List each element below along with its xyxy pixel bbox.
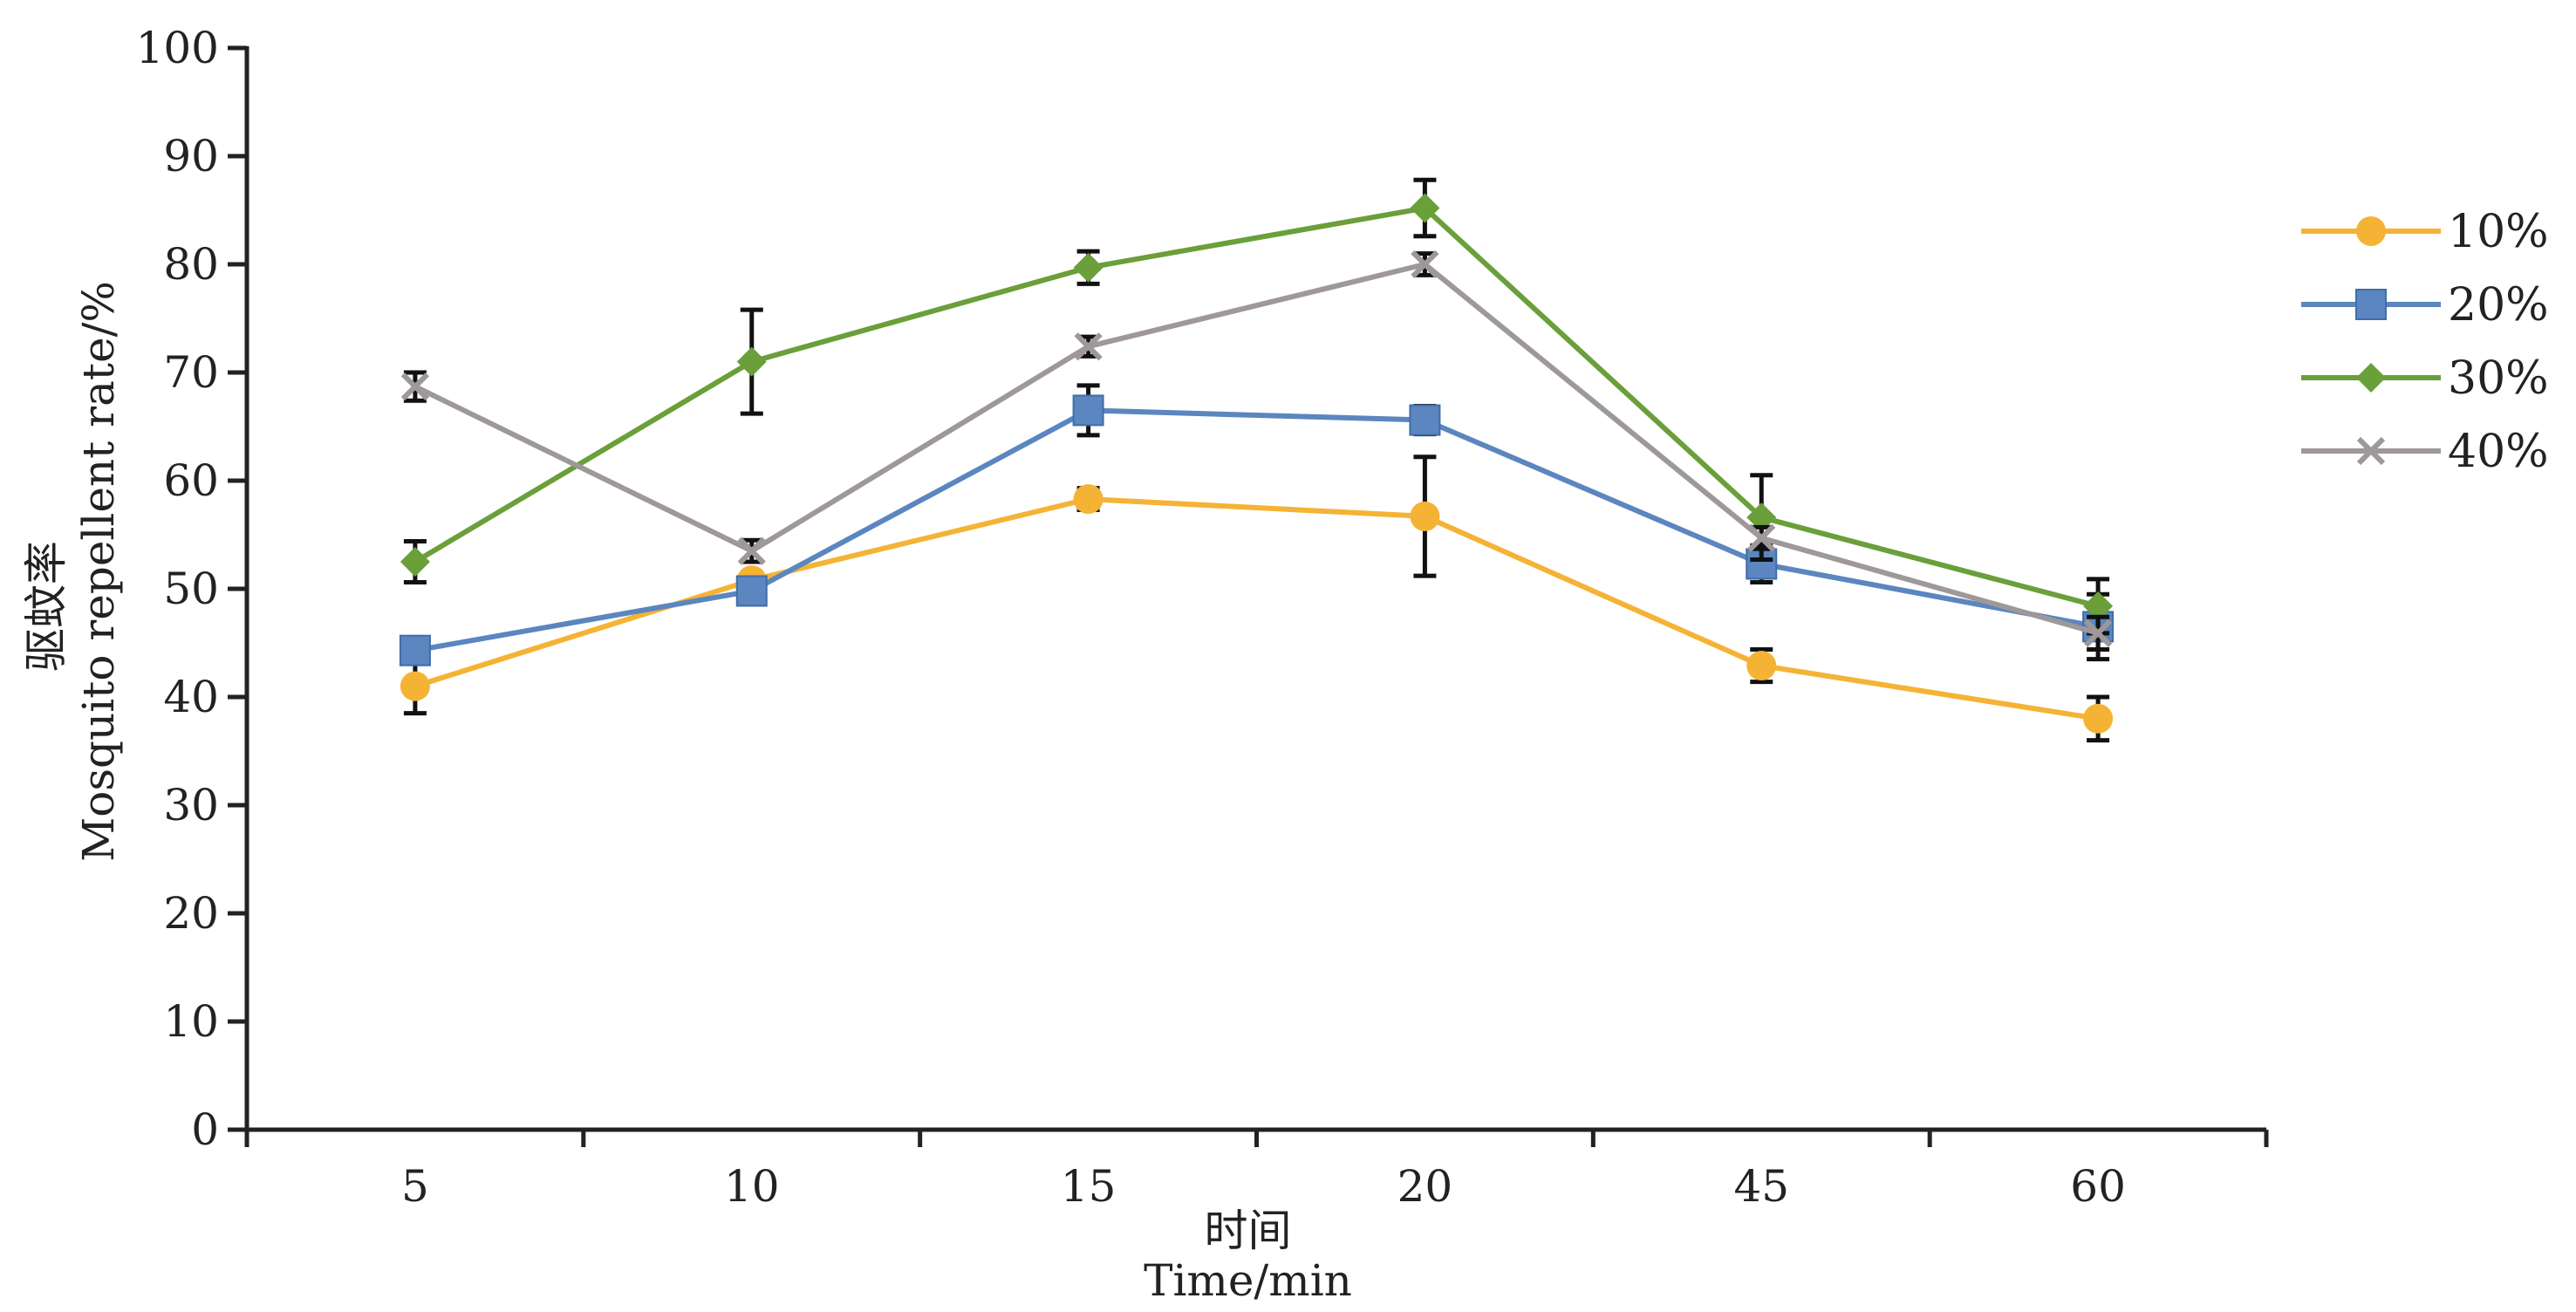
data-point: [400, 372, 430, 401]
x-tick-label: 5: [401, 1161, 429, 1212]
y-axis-title-cn: 驱蚊率: [21, 541, 72, 672]
data-point: [1747, 523, 1776, 552]
legend-marker: [2356, 436, 2386, 466]
y-tick-label: 60: [163, 455, 219, 506]
x-tick-label: 15: [1061, 1161, 1117, 1212]
x-tick-label: 20: [1397, 1161, 1453, 1212]
y-tick-label: 40: [163, 672, 219, 722]
legend-marker: [2356, 216, 2386, 246]
series-line: [414, 496, 2099, 721]
data-point: [736, 346, 767, 377]
legend-item: 40%: [2301, 426, 2549, 478]
data-point: [1074, 332, 1103, 361]
data-point: [400, 671, 430, 701]
y-tick-label: 30: [163, 780, 219, 830]
data-point: [1072, 394, 1104, 427]
series-line: [413, 205, 2099, 609]
data-point: [1410, 193, 1440, 223]
legend-item: 30%: [2301, 352, 2549, 405]
data-point: [2083, 591, 2114, 621]
y-tick-label: 90: [163, 131, 219, 181]
y-tick-label: 20: [163, 888, 219, 939]
legend-item: 10%: [2301, 206, 2549, 258]
legend-label: 40%: [2448, 426, 2549, 478]
y-tick-label: 80: [163, 239, 219, 290]
data-point: [399, 634, 431, 666]
data-point: [1411, 249, 1439, 279]
x-tick-label: 45: [1733, 1161, 1789, 1212]
y-tick-label: 100: [136, 23, 219, 73]
series-20pct: [399, 383, 2115, 666]
series-line: [414, 407, 2099, 653]
data-point: [1746, 651, 1777, 681]
y-axis-title: Mosquito repellent rate/%: [73, 281, 124, 862]
y-tick-label: 0: [191, 1104, 219, 1155]
data-point: [1746, 502, 1777, 533]
y-tick-layer: 0 10 20 30 40 50 60 70 80 90 100: [136, 23, 247, 1155]
y-tick-label: 10: [163, 996, 219, 1047]
series-10pct: [400, 454, 2114, 743]
axes-layer: [244, 46, 2266, 1132]
data-point: [2083, 618, 2113, 647]
x-tick-label: 10: [724, 1161, 780, 1212]
x-tick-label: 60: [2070, 1161, 2126, 1212]
data-point: [1073, 252, 1104, 283]
series-layer: [399, 177, 2115, 743]
x-axis-title-cn: 时间: [1205, 1206, 1292, 1256]
series-30pct: [400, 177, 2114, 636]
data-point: [1410, 501, 1440, 531]
y-tick-label: 50: [163, 564, 219, 614]
data-point: [737, 536, 766, 565]
series-40pct: [400, 249, 2113, 652]
x-tick-layer: 5 10 15 20 45 60: [244, 1130, 2269, 1212]
legend-label: 30%: [2448, 352, 2549, 405]
data-point: [2083, 703, 2114, 734]
data-point: [1409, 404, 1441, 436]
data-point: [1073, 484, 1104, 515]
legend-marker: [2356, 363, 2386, 393]
legend: 10% 20% 30% 40%: [2301, 206, 2549, 478]
legend-label: 10%: [2448, 206, 2549, 258]
legend-item: 20%: [2301, 279, 2549, 331]
legend-label: 20%: [2448, 279, 2549, 331]
series-line: [413, 262, 2099, 636]
data-point: [400, 547, 430, 577]
x-axis-title: Time/min: [1144, 1255, 1352, 1306]
legend-marker: [2355, 289, 2387, 320]
data-point: [735, 575, 768, 607]
y-tick-label: 70: [163, 347, 219, 398]
